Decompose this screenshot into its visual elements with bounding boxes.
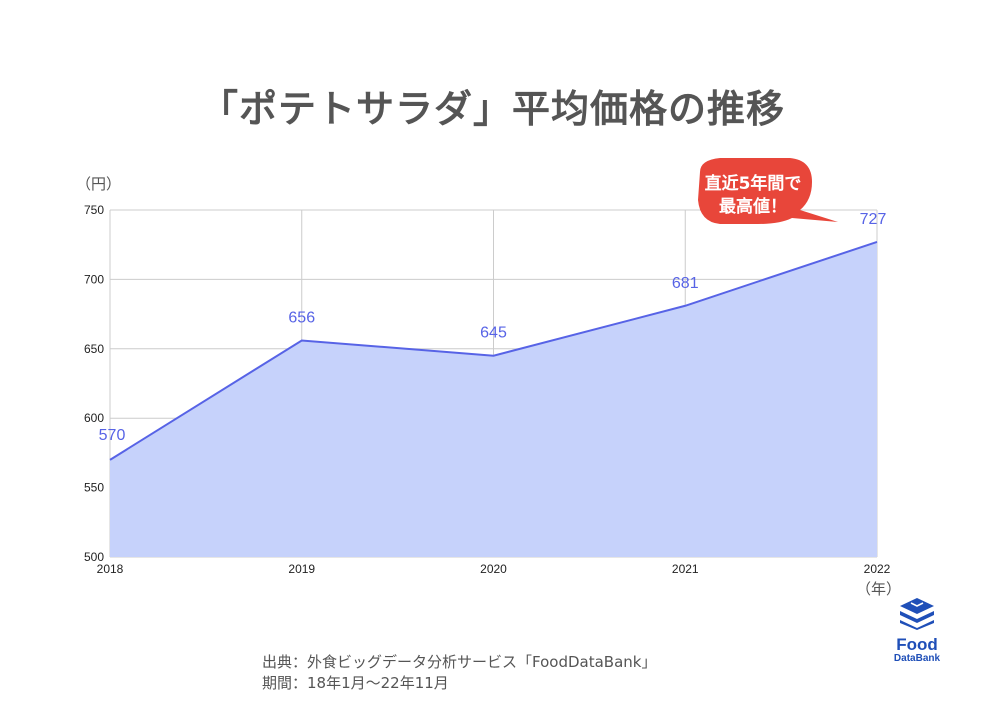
logo-text-databank: DataBank xyxy=(893,653,941,664)
data-label: 727 xyxy=(860,211,887,228)
y-tick-label: 550 xyxy=(84,481,104,495)
period-line: 期間：18年1月〜22年11月 xyxy=(262,674,449,692)
series-line xyxy=(109,240,878,461)
callout-bubble: 直近5年間で 最高値！ xyxy=(698,158,838,224)
stacked-dish-icon xyxy=(900,598,934,630)
logo-text-food: Food xyxy=(896,635,938,654)
callout-line-1: 直近5年間で xyxy=(705,173,802,194)
x-axis-unit: （年） xyxy=(856,580,901,598)
y-axis-unit: （円） xyxy=(76,175,121,193)
source-note: 出典：外食ビッグデータ分析サービス「FoodDataBank」 期間：18年1月… xyxy=(262,652,656,694)
x-tick-label: 2018 xyxy=(97,562,124,576)
x-tick-label: 2020 xyxy=(480,562,507,576)
x-tick-label: 2021 xyxy=(672,562,699,576)
data-label: 656 xyxy=(288,309,315,326)
y-tick-label: 600 xyxy=(84,411,104,425)
area-fill xyxy=(110,241,877,557)
x-tick-label: 2022 xyxy=(864,562,891,576)
y-tick-label: 650 xyxy=(84,342,104,356)
x-tick-label: 2019 xyxy=(288,562,315,576)
x-tick-labels: 2018 2019 2020 2021 2022 xyxy=(97,562,891,576)
data-label: 645 xyxy=(480,325,507,342)
y-tick-label: 500 xyxy=(84,550,104,564)
data-label: 570 xyxy=(99,427,126,444)
source-line: 出典：外食ビッグデータ分析サービス「FoodDataBank」 xyxy=(262,653,657,671)
callout-line-2: 最高値！ xyxy=(719,196,787,217)
y-tick-label: 700 xyxy=(84,272,104,286)
chart-title: 「ポテトサラダ」平均価格の推移 xyxy=(199,87,785,131)
y-tick-labels: 500 550 600 650 700 750 xyxy=(84,203,104,564)
data-labels: 570 656 645 681 727 xyxy=(99,211,887,444)
data-label: 681 xyxy=(672,275,699,292)
y-tick-label: 750 xyxy=(84,203,104,217)
fooddatabank-logo: Food DataBank xyxy=(886,596,948,665)
callout-shape xyxy=(698,158,838,224)
